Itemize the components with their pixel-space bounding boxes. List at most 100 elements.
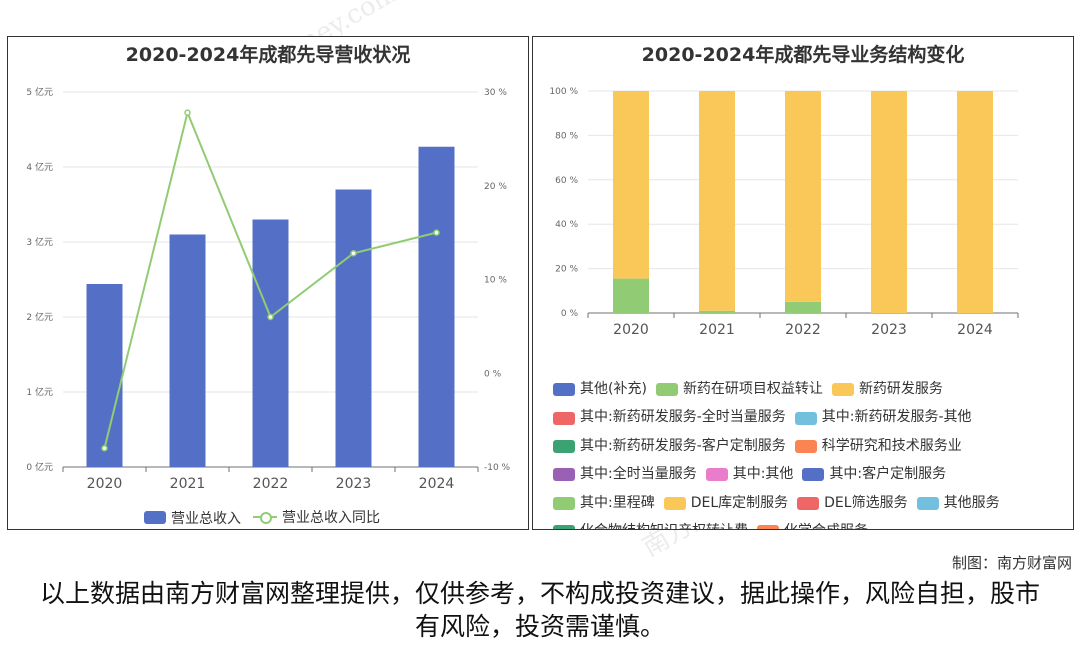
legend: 营业总收入 营业总收入同比	[8, 507, 528, 528]
bar-revenue	[86, 284, 123, 467]
bar-segment	[613, 91, 649, 279]
x-tick-label: 2020	[87, 476, 123, 492]
y-tick-label: 60 %	[555, 176, 578, 186]
chart-title: 2020-2024年成都先导业务结构变化	[641, 44, 965, 66]
y-tick-label-right: -10 %	[484, 463, 511, 473]
chart-title: 2020-2024年成都先导营收状况	[125, 44, 411, 66]
y-tick-label-right: 10 %	[484, 276, 507, 286]
legend-swatch	[797, 496, 820, 510]
bar-segment	[785, 91, 821, 302]
legend-label: 营业总收入同比	[282, 510, 380, 526]
bar-revenue	[252, 219, 289, 467]
y-tick-label: 100 %	[549, 87, 578, 97]
legend-swatch	[553, 440, 575, 454]
legend-item[interactable]: 化学合成服务	[757, 519, 868, 529]
legend-item[interactable]: 其中:全时当量服务	[553, 462, 697, 487]
legend-label: 其他服务	[943, 494, 1000, 511]
revenue-chart-panel: 2020-2024年成都先导营收状况 0 亿元 1 亿元 2 亿元 3 亿元 4 亿元 5…	[7, 36, 529, 530]
legend-swatch	[553, 496, 575, 510]
legend-label: 其中:客户定制服务	[829, 466, 947, 483]
legend-item[interactable]: 化合物结构知识产权转让费	[553, 519, 748, 529]
x-tick-label: 2021	[699, 322, 735, 338]
legend-label: 新药在研项目权益转让	[682, 381, 823, 397]
revenue-chart: 0 亿元 1 亿元 2 亿元 3 亿元 4 亿元 5 亿元 -10 % 0 % 10 % 20 %…	[26, 86, 511, 492]
legend-label: 其中:里程碑	[580, 494, 655, 511]
legend-item[interactable]: DEL筛选服务	[797, 491, 908, 516]
legend-swatch	[553, 411, 575, 425]
legend-swatch	[553, 383, 575, 397]
legend-label: DEL库定制服务	[690, 494, 789, 511]
y-tick-label-left: 3 亿元	[26, 236, 53, 248]
legend-item[interactable]: 其中:新药研发服务-全时当量服务	[553, 405, 786, 430]
business-structure-chart: 0 % 20 % 40 % 60 % 80 % 100 % 2020 2021 2022 2023…	[549, 87, 1019, 338]
x-tick-label: 2024	[957, 322, 993, 338]
legend-label: 其中:新药研发服务-客户定制服务	[580, 437, 786, 454]
bar-segment	[785, 301, 821, 313]
legend-label: 新药研发服务	[858, 381, 943, 397]
bar-segment	[699, 310, 735, 313]
legend-swatch	[663, 496, 686, 510]
legend-label: 其中:新药研发服务-全时当量服务	[580, 409, 786, 426]
legend-item[interactable]: 新药研发服务	[831, 377, 943, 402]
legend-item[interactable]: 新药在研项目权益转让	[655, 377, 823, 402]
point-revenue-yoy	[350, 250, 357, 257]
y-tick-label-left: 1 亿元	[26, 386, 53, 398]
legend-label: 科学研究和技术服务业	[821, 437, 962, 454]
credit-text: 制图：南方财富网	[951, 554, 1072, 572]
bar-revenue	[335, 189, 372, 467]
legend-item[interactable]: 其他服务	[916, 491, 1000, 516]
legend-item[interactable]: 其中:其他	[705, 462, 794, 487]
legend: 其他(补充) 新药在研项目权益转让 新药研发服务 其中:新药研发服务-全时当量服务 其中…	[553, 377, 1063, 529]
legend-swatch	[655, 383, 678, 397]
legend-swatch	[794, 440, 817, 454]
bar-segment	[957, 91, 993, 313]
legend-swatch	[253, 510, 277, 524]
legend-swatch	[553, 525, 575, 529]
legend-label: 其中:全时当量服务	[580, 466, 697, 483]
legend-item[interactable]: 营业总收入	[144, 508, 241, 528]
legend-label: 其他(补充)	[580, 381, 647, 397]
x-tick-label: 2024	[419, 476, 455, 492]
y-tick-label-right: 0 %	[484, 369, 502, 379]
legend-item[interactable]: 其中:新药研发服务-其他	[794, 405, 972, 430]
legend-item[interactable]: 其中:新药研发服务-客户定制服务	[553, 434, 786, 459]
legend-swatch	[831, 383, 854, 397]
legend-label: 其中:其他	[732, 466, 794, 483]
legend-label: 营业总收入	[171, 510, 241, 527]
legend-label: 其中:新药研发服务-其他	[821, 409, 972, 426]
x-tick-label: 2020	[613, 322, 649, 338]
y-tick-label: 40 %	[555, 220, 578, 230]
point-revenue-yoy	[184, 109, 191, 116]
legend-item[interactable]: 营业总收入同比	[253, 507, 380, 527]
y-tick-label-right: 30 %	[484, 88, 507, 98]
business-structure-chart-panel: 2020-2024年成都先导业务结构变化 0 % 20 % 40 % 60 % 80 %…	[532, 36, 1074, 530]
bar-segment	[613, 278, 649, 313]
point-revenue-yoy	[101, 445, 108, 452]
x-tick-label: 2023	[871, 322, 907, 338]
legend-swatch	[705, 468, 728, 482]
x-tick-label: 2021	[170, 476, 206, 492]
legend-item[interactable]: 其中:里程碑	[553, 491, 655, 516]
bar-revenue	[169, 234, 206, 467]
x-tick-label: 2022	[253, 476, 289, 492]
y-tick-label-right: 20 %	[484, 182, 507, 192]
legend-swatch	[916, 496, 939, 510]
bar-segment	[871, 91, 907, 313]
bar-segment	[699, 91, 735, 311]
legend-item[interactable]: 其他(补充)	[553, 377, 647, 402]
legend-item[interactable]: 科学研究和技术服务业	[794, 434, 962, 459]
legend-label: 化合物结构知识产权转让费	[580, 519, 748, 529]
y-tick-label-left: 5 亿元	[26, 86, 53, 98]
point-revenue-yoy	[267, 313, 274, 321]
legend-swatch	[802, 468, 825, 482]
y-tick-label: 80 %	[555, 131, 578, 141]
bar-revenue	[418, 146, 455, 467]
y-tick-label-left: 0 亿元	[26, 461, 53, 473]
legend-item[interactable]: 其中:客户定制服务	[802, 462, 946, 487]
legend-swatch	[794, 411, 817, 425]
legend-swatch	[144, 511, 166, 524]
legend-label: 化学合成服务	[784, 519, 868, 529]
legend-item[interactable]: DEL库定制服务	[663, 491, 789, 516]
y-tick-label-left: 4 亿元	[26, 161, 53, 173]
legend-swatch	[757, 525, 779, 529]
